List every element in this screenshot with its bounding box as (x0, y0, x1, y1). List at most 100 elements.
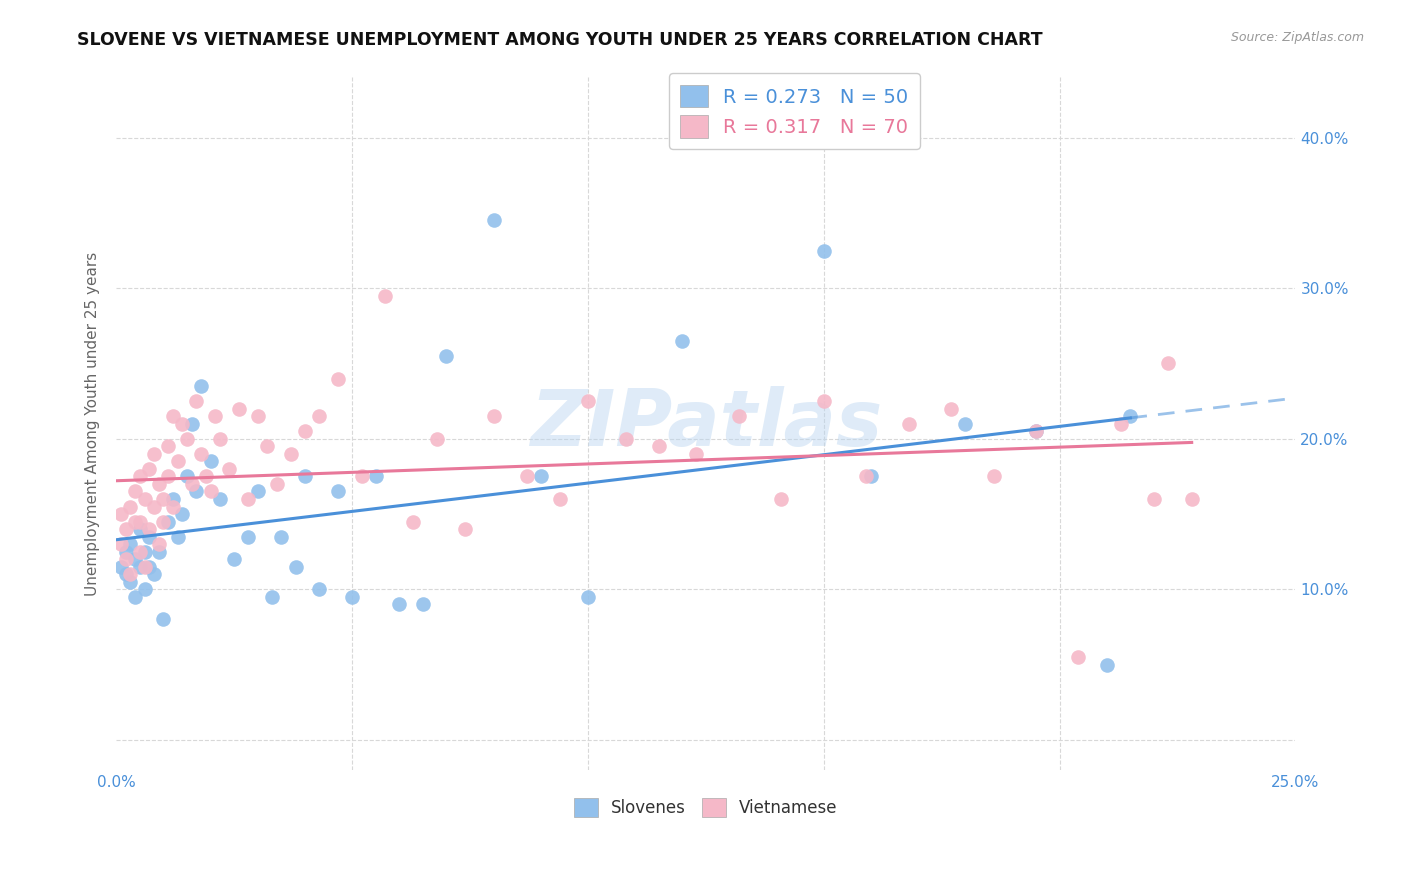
Point (350, 469, 373, 483)
Point (124, 552, 146, 566)
Point (402, 515, 425, 529)
Point (308, 409, 330, 424)
Point (148, 477, 170, 491)
Point (813, 244, 835, 258)
Point (194, 469, 217, 483)
Point (128, 544, 150, 558)
Point (1119, 409, 1142, 424)
Point (190, 379, 212, 393)
Point (128, 559, 150, 574)
Point (152, 612, 174, 626)
Point (576, 394, 599, 409)
Point (134, 582, 156, 597)
Point (364, 469, 387, 483)
Point (143, 447, 166, 461)
Point (128, 469, 150, 483)
Point (138, 462, 160, 476)
Point (388, 598, 411, 612)
Point (162, 500, 184, 514)
Point (955, 417, 977, 431)
Point (114, 567, 136, 582)
Point (1067, 650, 1090, 665)
Point (436, 349, 458, 363)
Point (1025, 424, 1047, 438)
Point (124, 590, 146, 604)
Point (308, 582, 330, 597)
Point (1095, 657, 1118, 672)
Point (939, 401, 962, 416)
Point (238, 491, 260, 506)
Y-axis label: Unemployment Among Youth under 25 years: Unemployment Among Youth under 25 years (86, 252, 100, 596)
Point (671, 334, 693, 348)
Point (138, 530, 160, 544)
Point (256, 439, 278, 453)
Point (1181, 491, 1204, 506)
Text: SLOVENE VS VIETNAMESE UNEMPLOYMENT AMONG YOUTH UNDER 25 YEARS CORRELATION CHART: SLOVENE VS VIETNAMESE UNEMPLOYMENT AMONG… (77, 31, 1043, 49)
Point (685, 447, 707, 461)
Point (148, 537, 170, 551)
Point (454, 522, 477, 536)
Point (120, 500, 142, 514)
Text: ZIPatlas: ZIPatlas (530, 385, 882, 462)
Point (426, 432, 449, 446)
Point (1157, 357, 1180, 371)
Point (260, 590, 283, 604)
Point (855, 469, 877, 483)
Point (209, 432, 232, 446)
Point (246, 409, 269, 424)
Text: Source: ZipAtlas.com: Source: ZipAtlas.com (1230, 31, 1364, 45)
Point (157, 439, 180, 453)
Point (204, 409, 226, 424)
Point (114, 552, 136, 566)
Point (516, 469, 538, 483)
Point (172, 507, 194, 521)
Point (110, 507, 132, 521)
Point (176, 469, 198, 483)
Point (128, 522, 150, 536)
Point (266, 477, 288, 491)
Point (200, 484, 222, 499)
Point (284, 559, 307, 574)
Point (166, 530, 188, 544)
Point (162, 409, 184, 424)
Point (482, 213, 505, 227)
Point (152, 515, 174, 529)
Point (412, 598, 434, 612)
Point (770, 491, 793, 506)
Point (983, 469, 1005, 483)
Point (176, 432, 198, 446)
Point (209, 491, 232, 506)
Point (134, 544, 156, 558)
Point (124, 484, 146, 499)
Point (218, 462, 240, 476)
Point (157, 515, 180, 529)
Point (482, 409, 505, 424)
Point (148, 544, 170, 558)
Point (728, 409, 751, 424)
Point (120, 574, 142, 589)
Point (374, 289, 396, 303)
Point (270, 530, 292, 544)
Point (124, 515, 146, 529)
Point (114, 544, 136, 558)
Point (180, 477, 202, 491)
Point (530, 469, 553, 483)
Point (326, 371, 349, 385)
Point (576, 590, 599, 604)
Point (326, 484, 349, 499)
Point (813, 394, 835, 409)
Point (110, 537, 132, 551)
Point (280, 447, 302, 461)
Point (120, 567, 142, 582)
Point (238, 530, 260, 544)
Point (1143, 491, 1166, 506)
Point (172, 417, 194, 431)
Point (294, 469, 316, 483)
Point (143, 567, 166, 582)
Point (224, 552, 246, 566)
Point (157, 469, 180, 483)
Point (186, 394, 208, 409)
Point (246, 484, 269, 499)
Point (152, 491, 174, 506)
Point (614, 432, 637, 446)
